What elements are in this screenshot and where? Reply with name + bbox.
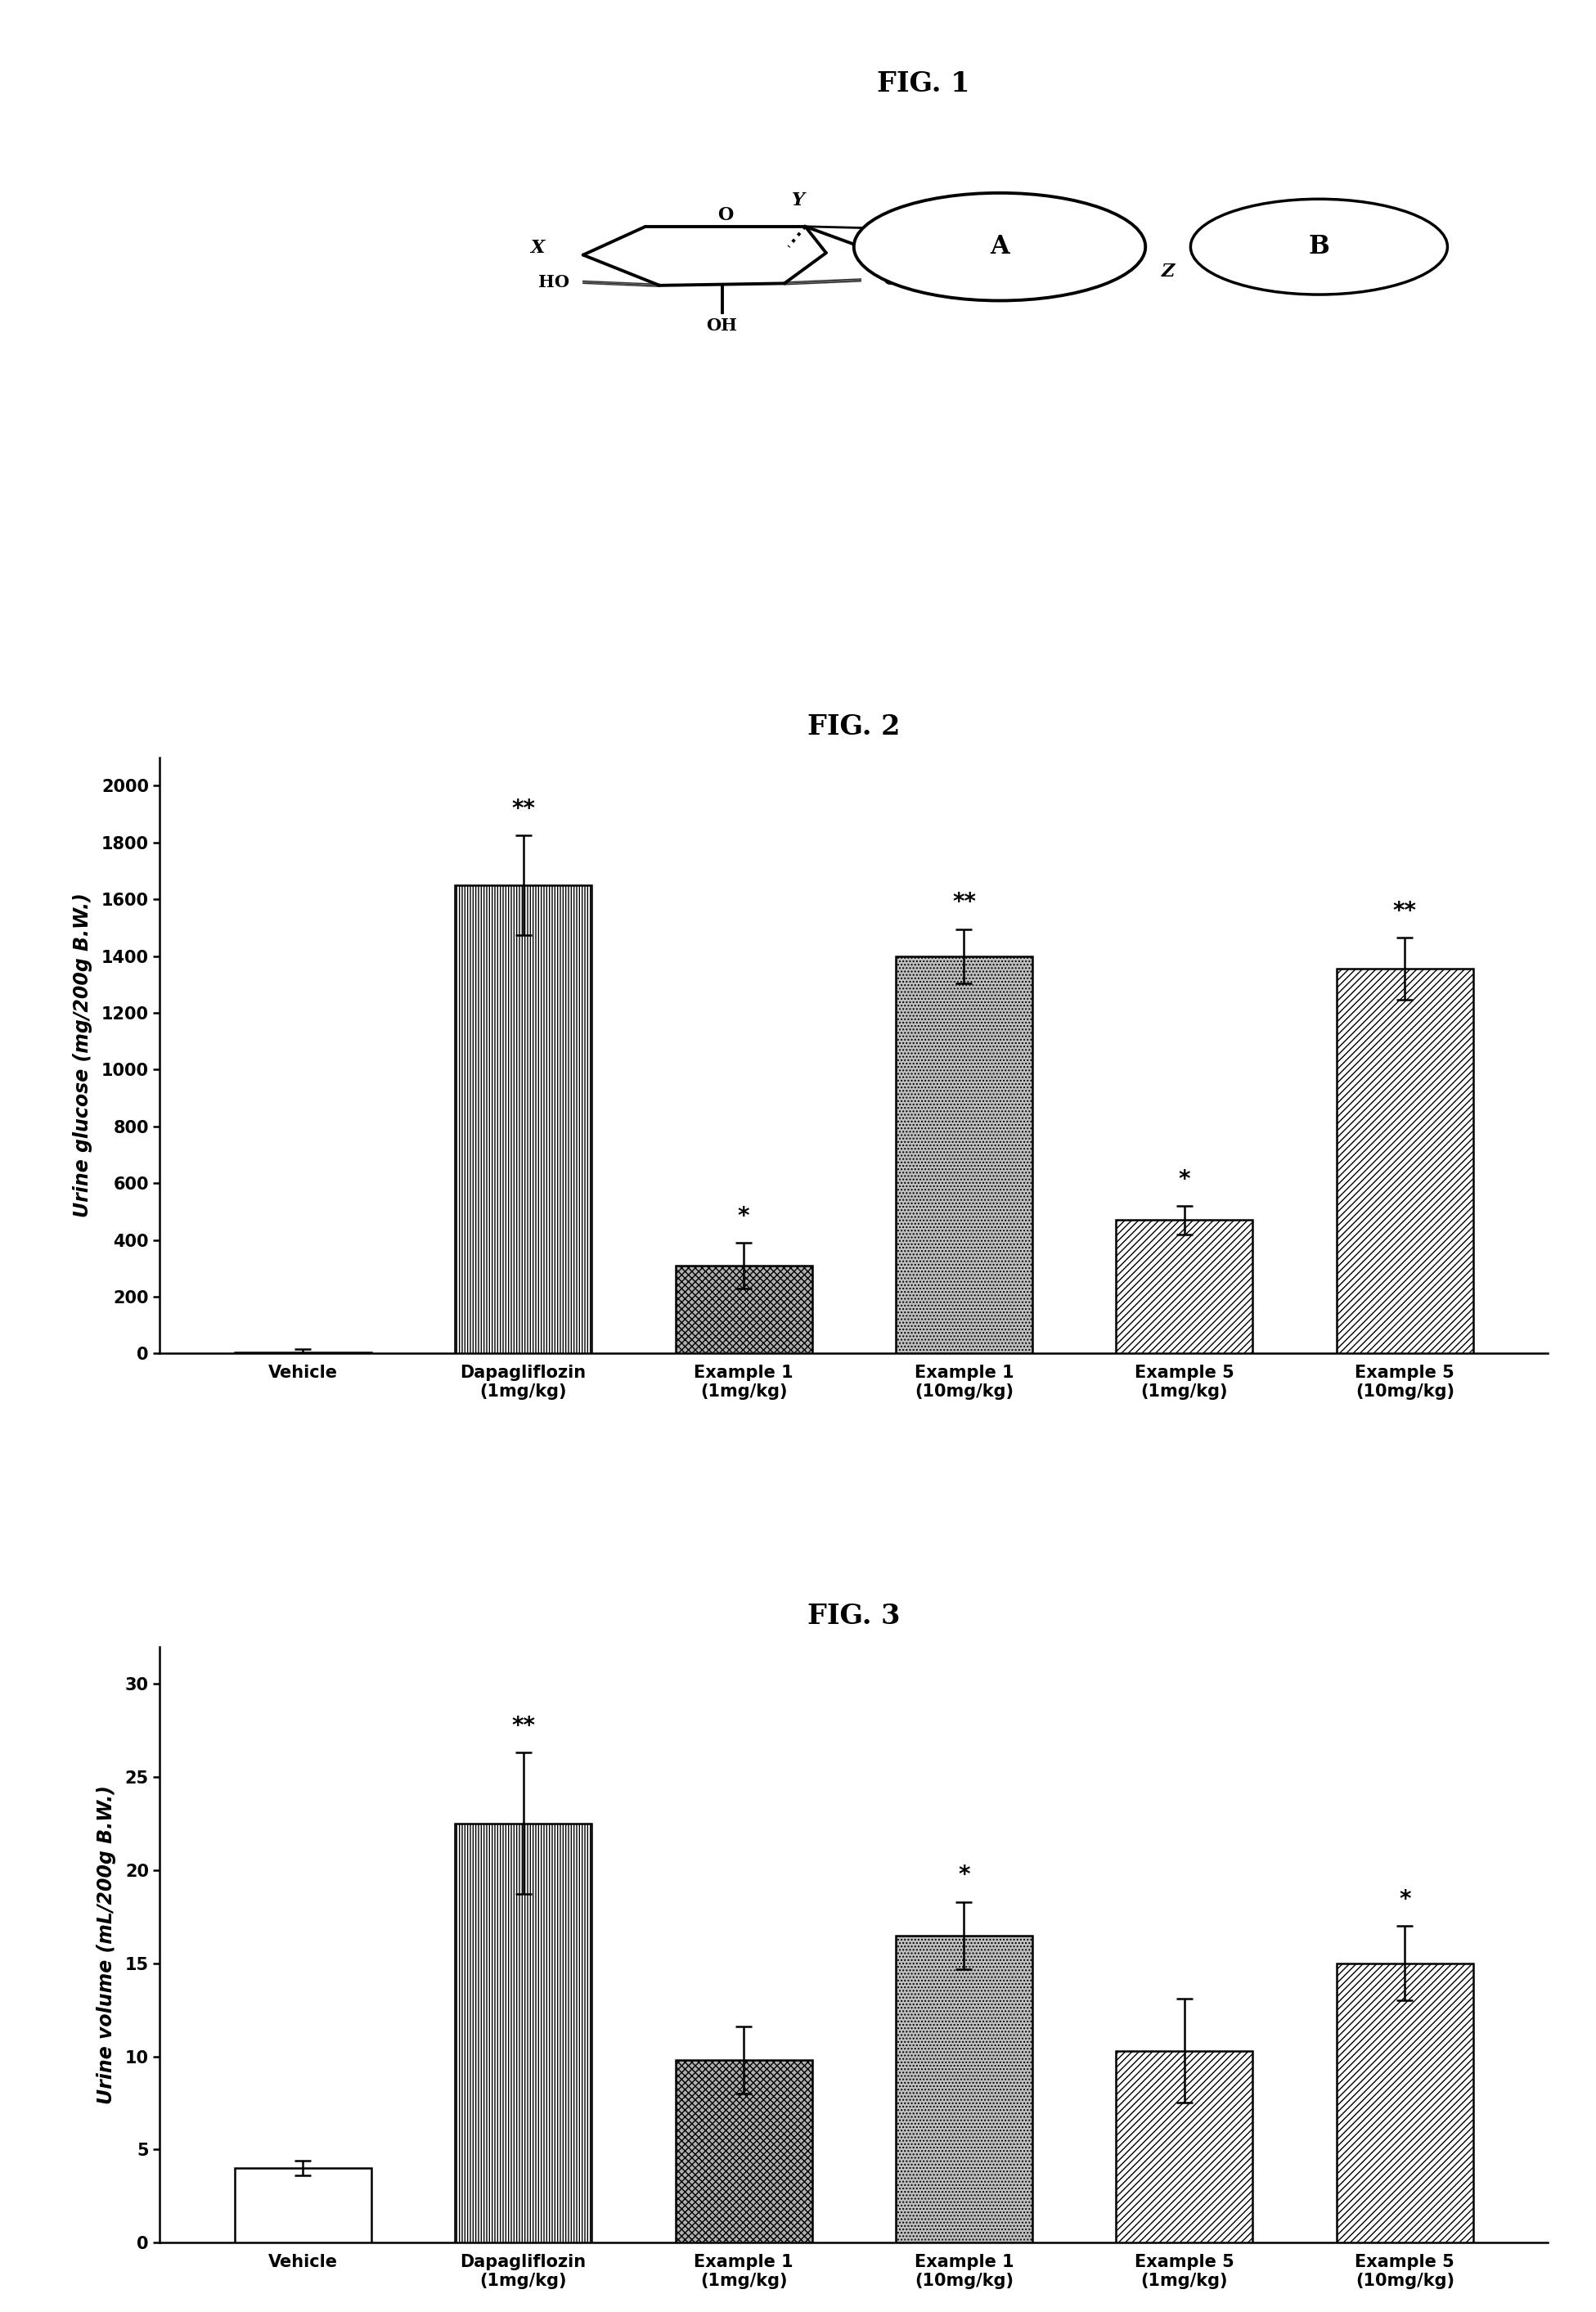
Text: A: A	[990, 234, 1009, 259]
Bar	[895, 957, 1033, 1353]
Bar	[1116, 2051, 1253, 2243]
Bar	[1336, 1963, 1473, 2243]
Bar	[455, 1824, 592, 2243]
Text: **: **	[511, 798, 535, 821]
Bar	[1116, 1221, 1253, 1353]
Y-axis label: Urine volume (mL/200g B.W.): Urine volume (mL/200g B.W.)	[96, 1785, 117, 2104]
Text: *: *	[1400, 1889, 1411, 1912]
Text: **: **	[511, 1716, 535, 1739]
Text: O: O	[718, 206, 733, 224]
Text: Y: Y	[792, 192, 804, 210]
Title: FIG. 3: FIG. 3	[808, 1602, 900, 1630]
Ellipse shape	[1191, 199, 1448, 294]
Text: Z: Z	[1162, 261, 1175, 280]
Y-axis label: Urine glucose (mg/200g B.W.): Urine glucose (mg/200g B.W.)	[73, 892, 93, 1218]
Bar	[895, 1935, 1033, 2243]
Text: FIG. 1: FIG. 1	[876, 69, 970, 97]
Text: X: X	[530, 238, 544, 257]
Title: FIG. 2: FIG. 2	[808, 714, 900, 740]
Text: **: **	[1393, 899, 1417, 922]
Bar	[455, 885, 592, 1353]
Text: *: *	[737, 1205, 750, 1228]
Text: "OH: "OH	[875, 273, 915, 289]
Text: HO: HO	[538, 275, 570, 291]
Text: B: B	[1309, 234, 1329, 259]
Text: OH: OH	[707, 317, 737, 333]
Bar	[235, 2169, 372, 2243]
Ellipse shape	[854, 192, 1146, 301]
Text: *: *	[958, 1863, 970, 1887]
Bar	[1336, 969, 1473, 1353]
Text: *: *	[1178, 1168, 1191, 1191]
Bar	[675, 2060, 812, 2243]
Text: **: **	[953, 890, 975, 913]
Bar	[675, 1265, 812, 1353]
